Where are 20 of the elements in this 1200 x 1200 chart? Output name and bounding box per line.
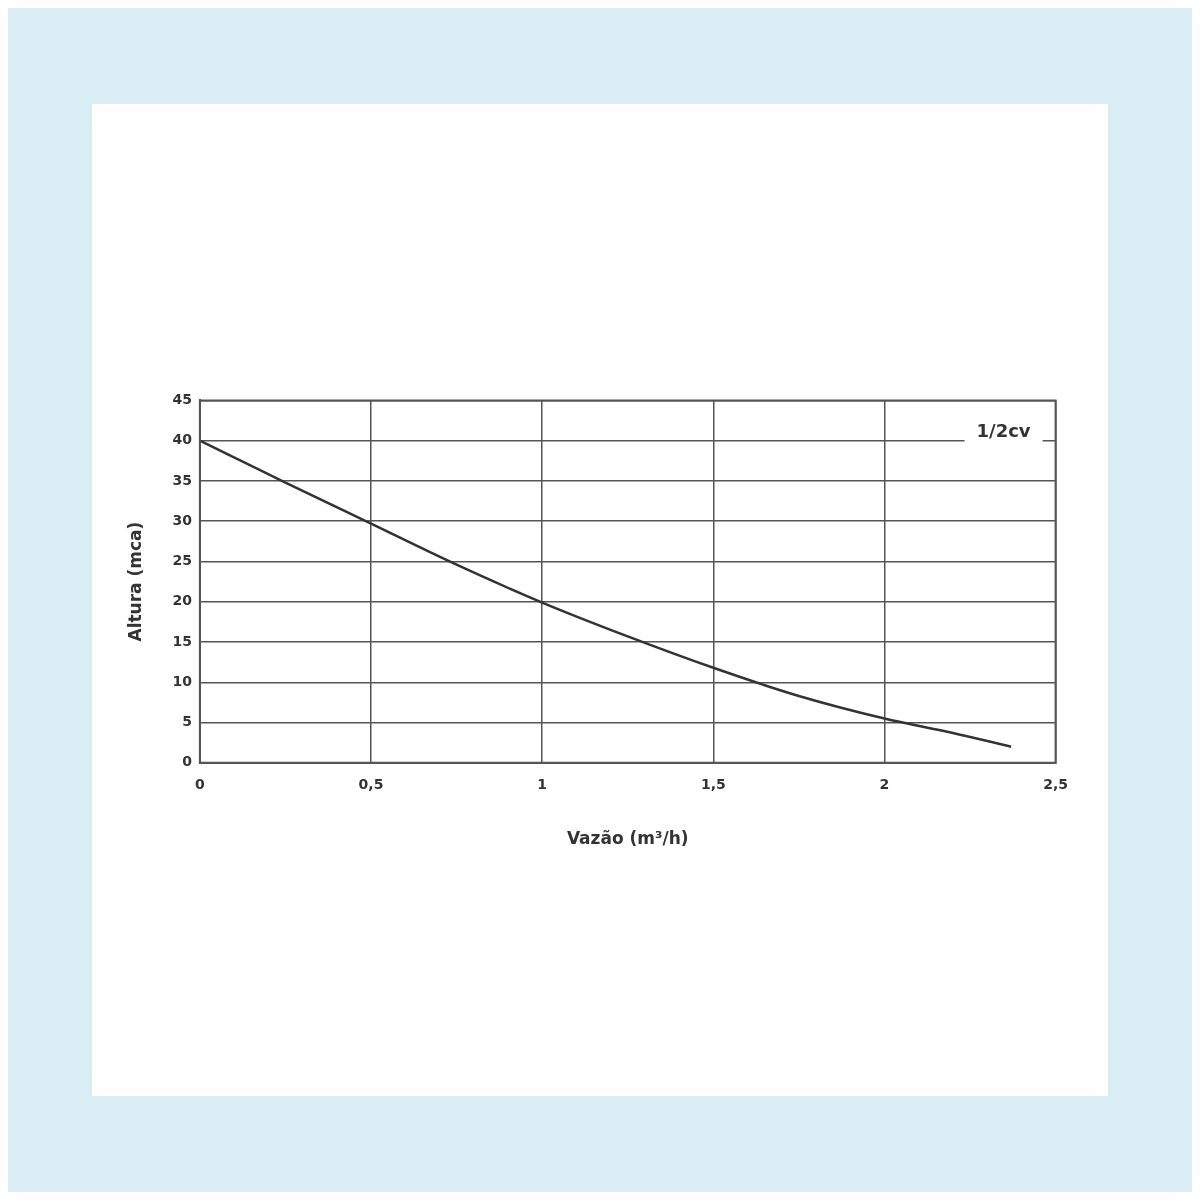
x-tick-label: 2	[879, 775, 890, 792]
y-tick-label: 5	[182, 713, 192, 730]
y-tick-label: 15	[172, 632, 192, 649]
y-tick-label: 45	[172, 391, 192, 408]
line-series	[199, 439, 1013, 748]
x-tick-label: 2,5	[1043, 775, 1069, 792]
y-tick-label: 0	[182, 753, 193, 770]
y-tick-label: 30	[172, 511, 193, 528]
x-tick-label: 0	[195, 775, 206, 792]
y-tick-label: 20	[172, 592, 193, 609]
y-tick-label: 10	[172, 672, 193, 689]
text: 1/2cv	[976, 420, 1031, 442]
y-tick-label: 25	[172, 552, 192, 569]
y-tick-label: 35	[172, 471, 192, 488]
x-axis-title: Vazão (m³/h)	[566, 828, 689, 849]
y-axis-title: Altura (mca)	[124, 521, 145, 642]
x-tick-label: 1	[537, 775, 548, 792]
y-tick-label: 40	[172, 431, 193, 448]
x-tick-label: 0,5	[358, 775, 384, 792]
x-tick-label: 1,5	[700, 775, 726, 792]
